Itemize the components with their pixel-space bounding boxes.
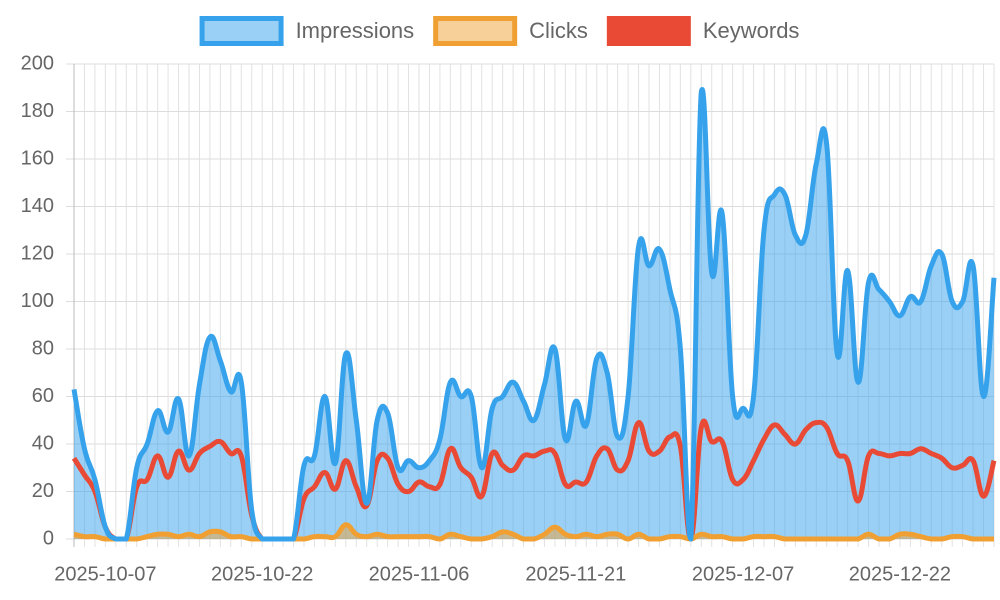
lines [71, 87, 997, 542]
x-tick-label: 2025-10-22 [211, 563, 313, 585]
y-tick-label: 200 [21, 52, 54, 74]
legend-item: Impressions [199, 16, 415, 46]
legend-swatch [199, 16, 284, 46]
y-tick-label: 140 [21, 195, 54, 217]
y-tick-label: 20 [32, 480, 54, 502]
y-tick-label: 160 [21, 147, 54, 169]
legend-item: Keywords [606, 16, 800, 46]
area [74, 89, 994, 539]
y-tick-label: 120 [21, 242, 54, 264]
area [74, 524, 994, 539]
legend-label: Clicks [529, 18, 588, 43]
y-tick-label: 0 [43, 527, 54, 549]
line [71, 87, 997, 542]
y-tick-label: 40 [32, 432, 54, 454]
x-tick-label: 2025-12-22 [849, 563, 951, 585]
line [71, 418, 997, 542]
line [73, 522, 994, 542]
x-tick-label: 2025-10-07 [54, 563, 156, 585]
legend-label: Impressions [296, 18, 415, 43]
legend-swatch [433, 16, 518, 46]
legend-swatch [606, 16, 691, 46]
y-tick-label: 80 [32, 337, 54, 359]
x-tick-label: 2025-12-07 [692, 563, 794, 585]
legend-label: Keywords [703, 18, 800, 43]
legend: Impressions Clicks Keywords [199, 16, 800, 46]
y-tick-label: 180 [21, 100, 54, 122]
legend-item: Clicks [433, 16, 588, 46]
y-tick-label: 100 [21, 290, 54, 312]
x-tick-label: 2025-11-06 [369, 563, 470, 585]
areas [74, 89, 994, 539]
x-tick-label: 2025-11-21 [525, 563, 626, 585]
y-tick-label: 60 [32, 385, 54, 407]
